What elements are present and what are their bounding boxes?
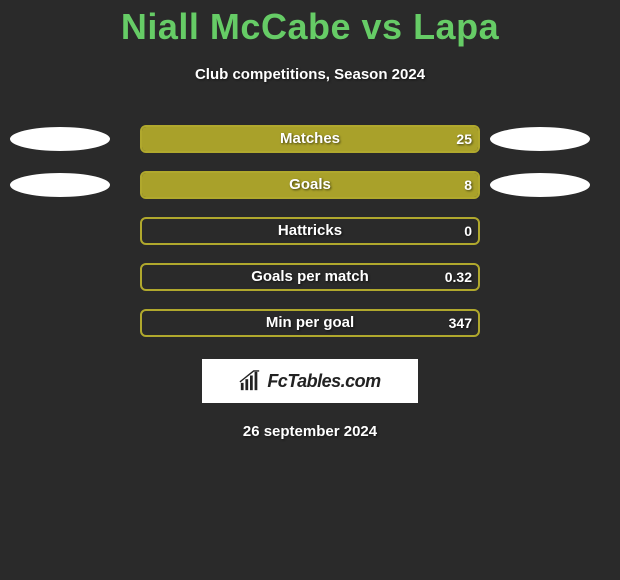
stat-row: Matches25	[0, 125, 620, 153]
comparison-chart: Matches25 Goals8 Hattricks0 Goals per match…	[0, 125, 620, 337]
stat-row: Goals per match0.32	[0, 263, 620, 291]
right-ellipse	[490, 127, 590, 151]
page-title: Niall McCabe vs Lapa	[0, 0, 620, 48]
stat-fill	[142, 127, 478, 151]
title-player1: Niall McCabe	[121, 6, 351, 47]
date-text: 26 september 2024	[0, 423, 620, 440]
stat-track	[140, 263, 480, 291]
logo-text: FcTables.com	[267, 371, 380, 392]
title-player2: Lapa	[413, 6, 499, 47]
title-vs: vs	[362, 6, 403, 47]
stat-track	[140, 217, 480, 245]
stat-row: Min per goal347	[0, 309, 620, 337]
stat-track	[140, 125, 480, 153]
stat-track	[140, 309, 480, 337]
bar-chart-icon	[239, 370, 261, 392]
logo-box: FcTables.com	[202, 359, 418, 403]
right-ellipse	[490, 173, 590, 197]
stat-track	[140, 171, 480, 199]
stat-row: Goals8	[0, 171, 620, 199]
subtitle: Club competitions, Season 2024	[0, 66, 620, 83]
stat-row: Hattricks0	[0, 217, 620, 245]
stat-fill	[142, 173, 478, 197]
left-ellipse	[10, 127, 110, 151]
left-ellipse	[10, 173, 110, 197]
